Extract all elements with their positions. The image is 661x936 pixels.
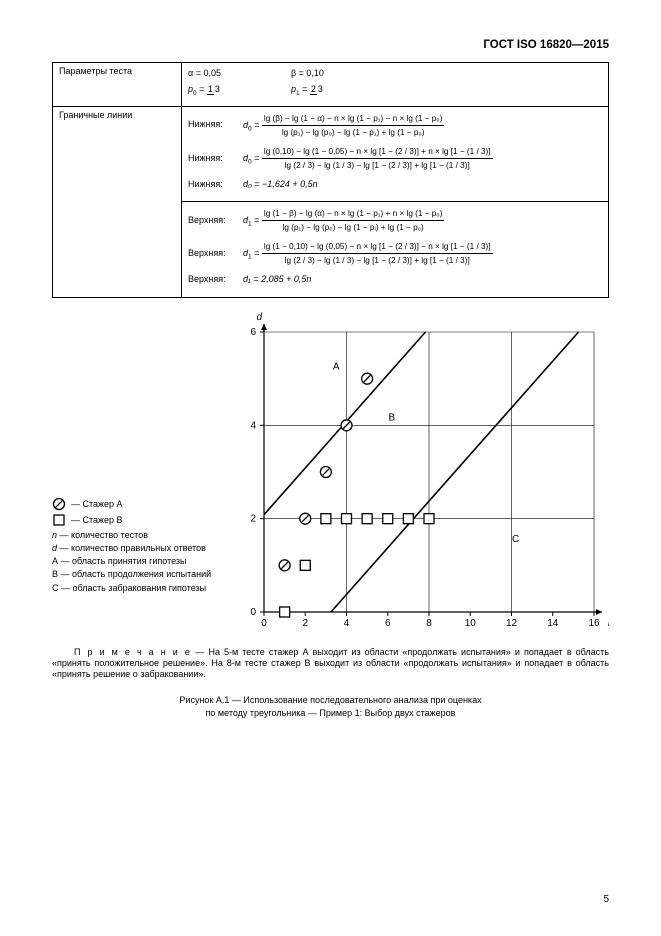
svg-text:8: 8: [426, 618, 432, 629]
marker-b-icon: [52, 513, 66, 527]
row-lower-content: Нижняя: d0 = lg (β) − lg (1 − α) − n × l…: [182, 106, 609, 202]
row-boundary-label: Граничные линии: [53, 106, 182, 297]
svg-text:12: 12: [506, 618, 518, 629]
svg-text:6: 6: [385, 618, 391, 629]
svg-text:4: 4: [250, 420, 256, 431]
svg-text:n: n: [608, 618, 609, 629]
page-header: ГОСТ ISO 16820—2015: [52, 38, 609, 52]
svg-text:0: 0: [250, 607, 256, 618]
svg-text:2: 2: [250, 513, 256, 524]
svg-text:14: 14: [547, 618, 559, 629]
svg-text:16: 16: [588, 618, 600, 629]
page-number: 5: [603, 894, 609, 907]
chart-legend: — Стажер А — Стажер В n — количество тес…: [52, 497, 220, 636]
parameters-table: Параметры теста α = 0,05 β = 0,10 p0 = 1…: [52, 62, 609, 297]
svg-text:C: C: [512, 534, 519, 545]
svg-text:A: A: [333, 361, 340, 372]
marker-a-icon: [52, 497, 66, 511]
row-params-content: α = 0,05 β = 0,10 p0 = 13 p1 = 23: [182, 63, 609, 106]
figure-caption: Рисунок А.1 — Использование последовател…: [52, 694, 609, 719]
row-upper-content: Верхняя: d1 = lg (1 − β) − lg (α) − n × …: [182, 202, 609, 298]
svg-text:2: 2: [302, 618, 308, 629]
note-paragraph: П р и м е ч а н и е — На 5-м тесте стаже…: [52, 647, 609, 681]
svg-text:10: 10: [465, 618, 477, 629]
svg-text:0: 0: [261, 618, 267, 629]
svg-text:4: 4: [344, 618, 350, 629]
svg-text:6: 6: [250, 327, 256, 338]
chart-plot: 0 2 4 6 8 10 12 14 16 0 2 4 6 n d A B C: [224, 312, 609, 637]
svg-text:d: d: [256, 312, 262, 323]
row-params-label: Параметры теста: [53, 63, 182, 106]
svg-text:B: B: [388, 412, 395, 423]
